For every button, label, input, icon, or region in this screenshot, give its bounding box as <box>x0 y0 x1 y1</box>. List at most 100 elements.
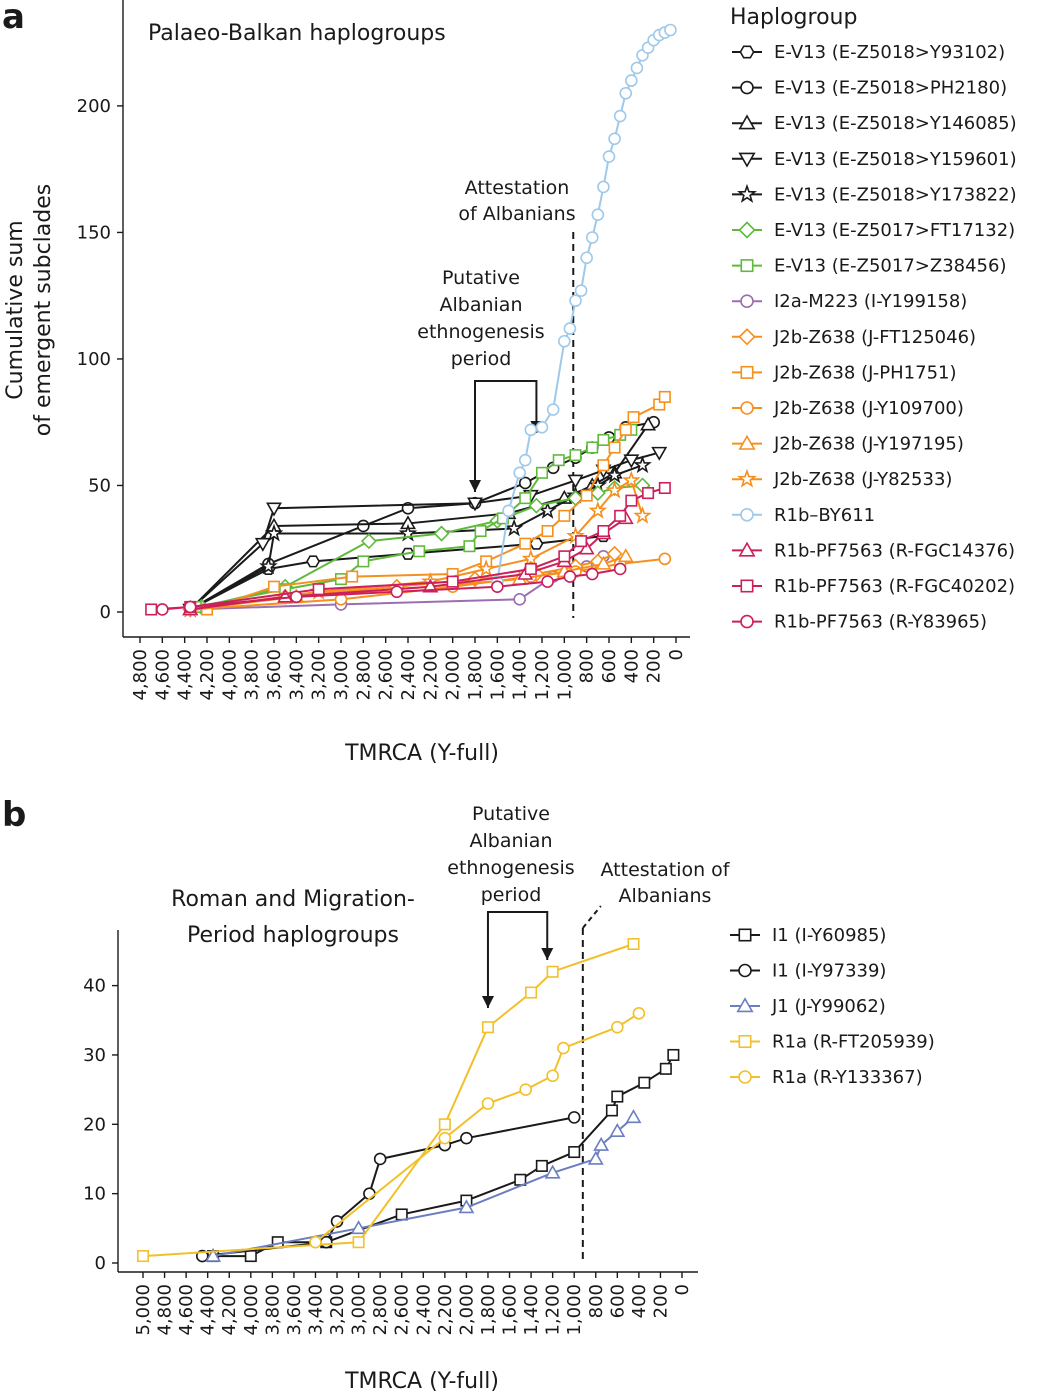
panel-a-legend-swatch-marker <box>740 401 754 415</box>
panel-b-xtick-label: 3,200 <box>327 1284 348 1336</box>
panel-a-data-point <box>585 567 599 581</box>
panel-b-xtick-label: 5,000 <box>133 1284 154 1336</box>
panel-b-attestation-leader <box>582 905 602 929</box>
panel-b-xtick-label: 3,800 <box>262 1284 283 1336</box>
panel-a-data-point <box>614 509 627 522</box>
panel-b-xtick-label: 600 <box>607 1284 628 1318</box>
panel-b: b Roman and Migration- Period haplogroup… <box>2 795 935 1394</box>
panel-a-ytick-label: 100 <box>77 349 111 370</box>
panel-a-legend-item: I2a-M223 (I-Y199158) <box>732 291 967 312</box>
panel-b-legend-item: R1a (R-FT205939) <box>730 1032 935 1053</box>
panel-a-data-point <box>658 481 671 495</box>
panel-a-data-point <box>541 575 554 588</box>
panel-a-data-point <box>586 441 599 454</box>
panel-a-data-point <box>613 562 627 576</box>
panel-a-data-point <box>605 465 624 484</box>
panel-a-vline-label-1: Attestation <box>465 177 570 199</box>
panel-a-xtick-label: 800 <box>577 649 598 683</box>
panel-b-data-point <box>309 1235 322 1249</box>
panel-a-data-point <box>574 284 588 297</box>
panel-a-ylabel-line2: of emergent subclades <box>31 184 56 436</box>
panel-b-legend-label: R1a (R-Y133367) <box>772 1067 923 1088</box>
panel-b-legend-item: J1 (J-Y99062) <box>730 996 886 1017</box>
panel-a-data-point <box>597 180 610 194</box>
panel-a-data-point <box>504 518 524 537</box>
panel-a-xtick-label: 400 <box>621 649 642 683</box>
panel-a-legend-item: J2b-Z638 (J-Y109700) <box>732 398 964 419</box>
panel-b-xtick-label: 0 <box>672 1284 693 1295</box>
panel-a-xtick-label: 1,400 <box>510 649 531 701</box>
panel-b-data-point <box>546 965 559 978</box>
panel-b-series-line <box>212 1116 635 1258</box>
panel-b-ytick-label: 20 <box>83 1114 106 1135</box>
panel-a-legend-label: E-V13 (E-Z5018>Y146085) <box>774 113 1017 134</box>
panel-b-data-point <box>481 1097 495 1110</box>
panel-a-ytick-label: 0 <box>100 602 111 623</box>
panel-a-data-point <box>625 74 638 87</box>
panel-a-xlabel: TMRCA (Y-full) <box>344 741 499 766</box>
panel-a-data-point <box>538 500 557 519</box>
panel-a-data-point <box>422 578 439 593</box>
panel-a-series-line <box>189 451 660 611</box>
panel-a-data-point <box>563 570 577 583</box>
panel-a-data-point <box>597 525 610 538</box>
panel-a-series-j2b-z638-j-ph1751 <box>200 390 671 616</box>
panel-b-bracket-arrowhead <box>541 948 554 960</box>
panel-a-legend-swatch-marker <box>738 152 756 168</box>
panel-a-legend-item: J2b-Z638 (J-Y82533) <box>732 468 952 490</box>
panel-a-legend-label: J2b-Z638 (J-FT125046) <box>773 327 976 348</box>
panel-a-legend-swatch-marker <box>738 541 756 557</box>
panel-b-data-point <box>244 1250 257 1263</box>
panel-a-legend-swatch-marker <box>740 507 754 522</box>
panel-a-legend-item: E-V13 (E-Z5018>Y173822) <box>732 183 1017 205</box>
panel-a-legend-swatch-marker <box>740 365 754 379</box>
panel-a-legend-item: E-V13 (E-Z5017>Z38456) <box>732 256 1006 277</box>
panel-a-ytick-label: 150 <box>77 222 111 243</box>
panel-b-series-i1-i-y97339 <box>195 1111 581 1263</box>
panel-b-legend-swatch-marker <box>736 997 754 1013</box>
panel-a-legend-swatch-marker <box>740 614 754 629</box>
panel-b-data-point <box>395 1208 408 1221</box>
panel-b-xtick-label: 3,000 <box>349 1284 370 1336</box>
panel-a-data-point <box>259 556 278 575</box>
panel-a-legend-swatch-marker <box>739 45 755 59</box>
panel-b-title-line1: Roman and Migration- <box>171 887 415 912</box>
panel-a-data-point <box>597 459 610 472</box>
panel-a: a Palaeo-Balkan haplogroups Cumulative s… <box>2 0 1017 766</box>
panel-a-legend-label: J2b-Z638 (J-PH1751) <box>773 362 957 383</box>
panel-a-data-point <box>633 455 652 474</box>
panel-a-legend-title: Haplogroup <box>730 5 857 30</box>
panel-b-data-point <box>363 1187 376 1200</box>
panel-a-data-point <box>357 519 370 533</box>
panel-a-data-point <box>476 559 496 577</box>
panel-a-xtick-label: 2,600 <box>376 649 397 701</box>
panel-b-data-point <box>557 1041 570 1055</box>
panel-a-legend-label: E-V13 (E-Z5018>Y159601) <box>774 149 1017 170</box>
panel-b-letter: b <box>2 795 26 835</box>
panel-a-xtick-label: 1,000 <box>554 649 575 701</box>
panel-b-data-point <box>609 1123 626 1137</box>
panel-a-legend-label: E-V13 (E-Z5018>Y93102) <box>774 42 1005 63</box>
panel-a-letter: a <box>2 0 25 37</box>
panel-b-ytick-label: 40 <box>83 976 106 997</box>
panel-a-data-point <box>633 506 652 524</box>
panel-a-series-r1b-pf7563-r-y83965 <box>156 562 627 616</box>
panel-b-legend-swatch-marker <box>738 1035 752 1049</box>
panel-a-data-point <box>290 590 303 604</box>
panel-a-bracket-label-1: Putative <box>442 267 520 289</box>
panel-b-xtick-label: 4,000 <box>241 1284 262 1336</box>
panel-b-data-point <box>667 1048 680 1061</box>
panel-b-legend: I1 (I-Y60985) I1 (I-Y97339) J1 (J-Y99062) R… <box>730 925 935 1088</box>
panel-a-data-point <box>519 492 532 505</box>
panel-a-legend-item: R1b-PF7563 (R-Y83965) <box>732 612 987 633</box>
panel-a-series-line <box>201 484 643 608</box>
panel-b-xtick-label: 1,600 <box>500 1284 521 1336</box>
panel-a-plot-area: 0 50 100 150 200 4,800 4,600 4,400 4,200 4,000 3,8… <box>77 0 690 701</box>
panel-a-xtick-label: 3,800 <box>242 649 263 701</box>
panel-a-xtick-label: 4,000 <box>219 649 240 701</box>
panel-a-data-point <box>585 231 599 244</box>
panel-a-data-point <box>597 433 610 446</box>
panel-a-data-point <box>613 109 627 123</box>
panel-b-bracket-label-2: Albanian <box>470 830 553 852</box>
panel-a-legend-item: J2b-Z638 (J-Y197195) <box>732 434 964 455</box>
